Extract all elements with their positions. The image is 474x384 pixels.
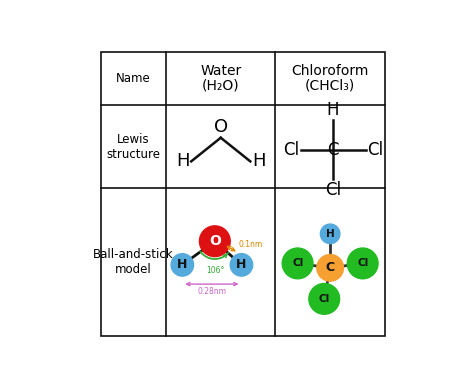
Text: 106°: 106° bbox=[206, 266, 224, 275]
Circle shape bbox=[309, 283, 339, 314]
Text: H: H bbox=[252, 152, 265, 170]
Text: C: C bbox=[326, 262, 335, 274]
Text: H: H bbox=[176, 152, 190, 170]
Text: O: O bbox=[209, 234, 221, 248]
Text: Cl: Cl bbox=[283, 141, 299, 159]
Circle shape bbox=[282, 248, 313, 279]
Circle shape bbox=[320, 224, 340, 243]
Text: H: H bbox=[327, 101, 339, 119]
Text: Name: Name bbox=[116, 72, 151, 85]
Circle shape bbox=[317, 255, 344, 281]
Text: (CHCl₃): (CHCl₃) bbox=[305, 79, 356, 93]
Circle shape bbox=[347, 248, 378, 279]
Circle shape bbox=[230, 254, 253, 276]
Text: C: C bbox=[328, 141, 339, 159]
Text: 0.28nm: 0.28nm bbox=[197, 287, 227, 296]
Text: 0.1nm: 0.1nm bbox=[238, 240, 263, 249]
Text: (H₂O): (H₂O) bbox=[202, 79, 239, 93]
Text: Water: Water bbox=[200, 64, 241, 78]
Text: H: H bbox=[236, 258, 246, 271]
Text: Ball-and-stick
model: Ball-and-stick model bbox=[93, 248, 174, 276]
Text: Lewis
structure: Lewis structure bbox=[107, 132, 161, 161]
Text: Cl: Cl bbox=[319, 294, 330, 304]
Text: Cl: Cl bbox=[357, 258, 368, 268]
Circle shape bbox=[171, 254, 193, 276]
Text: H: H bbox=[177, 258, 188, 271]
Circle shape bbox=[200, 226, 230, 257]
Text: Cl: Cl bbox=[367, 141, 383, 159]
Text: Cl: Cl bbox=[292, 258, 303, 268]
Text: Cl: Cl bbox=[325, 180, 341, 199]
Text: O: O bbox=[214, 118, 228, 136]
Text: H: H bbox=[326, 229, 335, 239]
Text: Chloroform: Chloroform bbox=[292, 64, 369, 78]
